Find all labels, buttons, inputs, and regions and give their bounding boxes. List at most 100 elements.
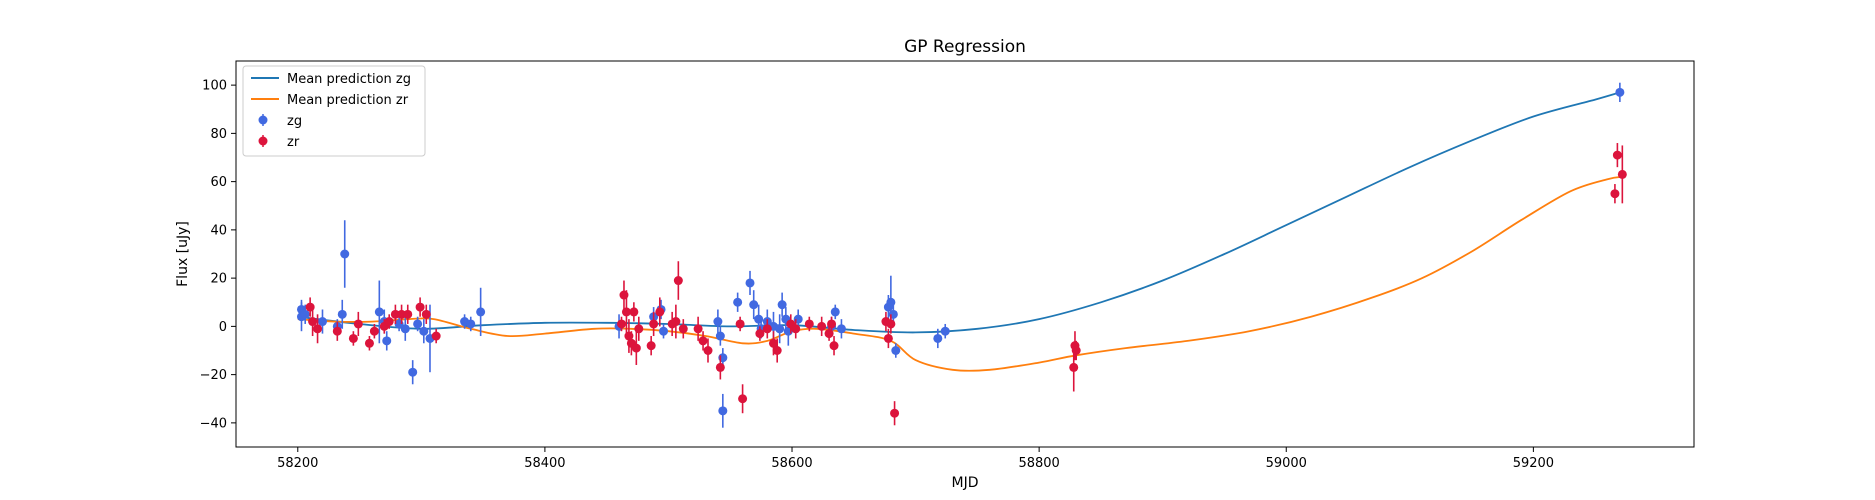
marker-zr bbox=[671, 317, 681, 327]
data-point-zr bbox=[678, 319, 688, 339]
data-point-zr bbox=[827, 316, 837, 332]
y-axis-label: Flux [uJy] bbox=[175, 221, 191, 287]
legend-swatch-zr-marker bbox=[258, 136, 268, 146]
x-tick-label: 58800 bbox=[1018, 456, 1059, 471]
y-tick-label: 100 bbox=[202, 79, 227, 94]
marker-zr bbox=[621, 307, 631, 317]
data-point-zr bbox=[397, 304, 407, 324]
marker-zr bbox=[308, 317, 318, 327]
data-point-zr bbox=[824, 326, 834, 341]
x-tick-label: 59000 bbox=[1266, 456, 1307, 471]
data-point-zg bbox=[836, 319, 846, 339]
marker-zg bbox=[891, 346, 901, 355]
marker-zg bbox=[382, 336, 392, 346]
data-point-zr bbox=[703, 338, 713, 363]
marker-zr bbox=[313, 324, 323, 334]
marker-zr bbox=[738, 394, 748, 404]
marker-zg bbox=[300, 309, 310, 319]
x-tick-label: 58400 bbox=[524, 456, 565, 471]
legend-label-zr: zr bbox=[287, 135, 300, 150]
y-tick-label: −40 bbox=[200, 416, 227, 431]
data-point-zr bbox=[313, 314, 323, 344]
marker-zg bbox=[713, 317, 723, 327]
data-point-zg bbox=[749, 290, 759, 320]
marker-zr bbox=[353, 319, 363, 329]
legend-label-zr-line: Mean prediction zr bbox=[287, 93, 409, 108]
data-point-zr bbox=[693, 316, 703, 341]
marker-zr bbox=[772, 346, 782, 355]
marker-zr bbox=[369, 326, 379, 336]
marker-zr bbox=[634, 324, 644, 334]
series-line-mean-prediction-zr bbox=[297, 175, 1623, 372]
marker-zg bbox=[745, 278, 755, 288]
legend-label-zg-line: Mean prediction zg bbox=[287, 72, 411, 87]
marker-zg bbox=[476, 307, 486, 317]
data-point-zr bbox=[384, 314, 394, 329]
data-point-zr bbox=[673, 261, 683, 300]
data-point-zr bbox=[886, 314, 896, 334]
marker-zr bbox=[415, 302, 425, 312]
data-point-zr bbox=[772, 338, 782, 363]
data-point-zg bbox=[659, 323, 669, 339]
data-point-zg bbox=[745, 270, 755, 296]
marker-zg bbox=[733, 297, 743, 307]
marker-zr bbox=[390, 309, 400, 319]
x-tick-label: 58200 bbox=[277, 456, 318, 471]
marker-zr bbox=[421, 309, 431, 319]
data-point-zr bbox=[631, 331, 641, 365]
marker-zg bbox=[419, 326, 429, 336]
data-point-zr bbox=[431, 328, 441, 344]
marker-zr bbox=[431, 331, 441, 341]
data-point-zg bbox=[713, 309, 723, 334]
legend-swatch-zg-marker bbox=[258, 115, 268, 125]
marker-zr bbox=[1610, 189, 1620, 199]
data-point-zg bbox=[317, 309, 327, 334]
marker-zg bbox=[775, 324, 785, 334]
data-point-zg bbox=[374, 280, 384, 344]
marker-zg bbox=[836, 324, 846, 334]
data-point-zr bbox=[421, 304, 431, 324]
marker-zr bbox=[886, 319, 896, 329]
data-point-zg bbox=[830, 304, 840, 320]
marker-zr bbox=[384, 317, 394, 327]
x-tick-label: 58600 bbox=[771, 456, 812, 471]
data-point-zr bbox=[308, 307, 318, 337]
marker-zr bbox=[678, 324, 688, 334]
marker-zr bbox=[824, 329, 834, 339]
marker-zg bbox=[940, 326, 950, 336]
data-point-zg bbox=[777, 292, 787, 317]
marker-zg bbox=[715, 331, 725, 341]
data-point-zr bbox=[655, 297, 665, 327]
marker-zr bbox=[890, 408, 900, 418]
marker-zr bbox=[827, 319, 837, 329]
x-axis-label: MJD bbox=[952, 475, 979, 491]
marker-zr bbox=[1612, 150, 1622, 160]
marker-zr bbox=[617, 319, 627, 329]
data-point-zg bbox=[476, 287, 486, 337]
data-point-zr bbox=[353, 311, 363, 337]
data-point-zr bbox=[617, 316, 627, 332]
marker-zg bbox=[830, 307, 840, 317]
marker-zr bbox=[673, 276, 683, 286]
marker-zr bbox=[1617, 169, 1627, 179]
marker-zr bbox=[693, 324, 703, 334]
data-point-zr bbox=[649, 311, 659, 337]
marker-zr bbox=[817, 321, 827, 331]
legend-box bbox=[242, 65, 426, 157]
data-point-zr bbox=[390, 304, 400, 324]
data-point-zg bbox=[419, 319, 429, 344]
data-point-zg bbox=[733, 292, 743, 312]
y-tick-label: 80 bbox=[210, 127, 227, 142]
y-tick-label: 0 bbox=[219, 320, 227, 335]
marker-zr bbox=[715, 362, 725, 372]
marker-zg bbox=[408, 367, 418, 377]
marker-zr bbox=[646, 341, 656, 351]
data-point-zr bbox=[738, 384, 748, 414]
plot-area bbox=[235, 60, 1695, 448]
data-point-zr bbox=[1610, 184, 1620, 204]
data-point-zg bbox=[408, 360, 418, 385]
data-point-zr bbox=[1612, 143, 1622, 168]
data-point-zg bbox=[718, 393, 728, 428]
marker-zr bbox=[755, 329, 765, 339]
data-point-zg bbox=[933, 328, 943, 349]
